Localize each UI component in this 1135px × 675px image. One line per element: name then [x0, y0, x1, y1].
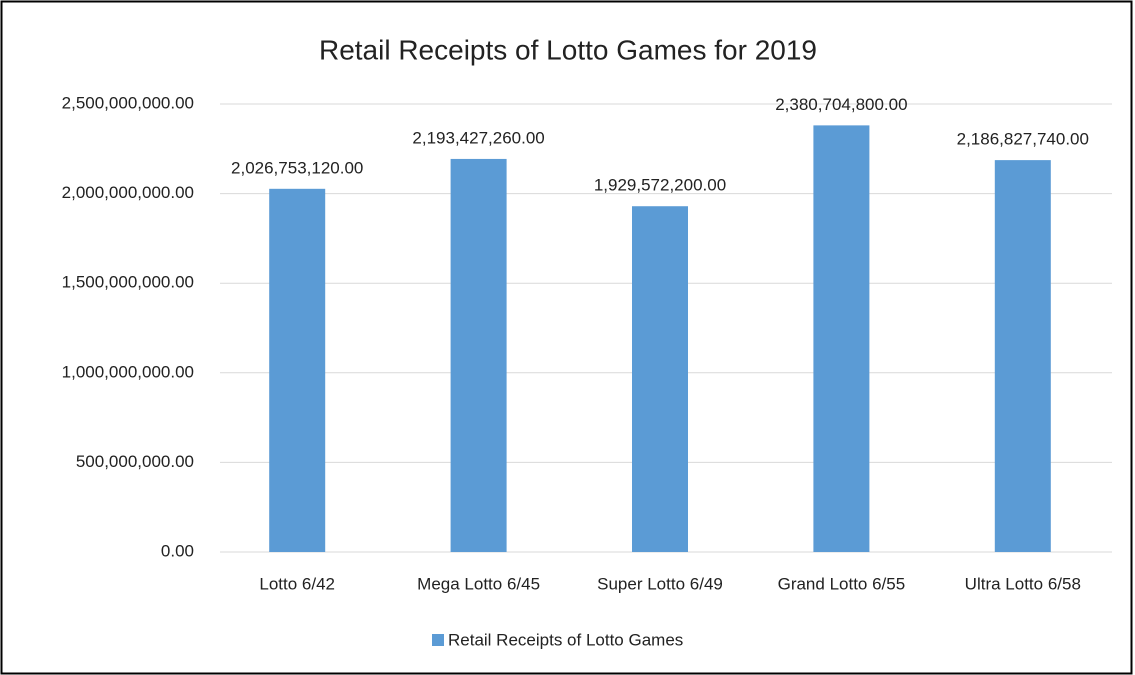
bar	[450, 158, 507, 552]
y-tick-label: 2,000,000,000.00	[62, 183, 194, 202]
data-label: 2,380,704,800.00	[775, 95, 907, 114]
y-tick-label: 2,500,000,000.00	[62, 93, 194, 112]
y-tick-label: 500,000,000.00	[76, 452, 194, 471]
bar	[269, 188, 326, 552]
bar	[632, 206, 688, 553]
data-label: 2,193,427,260.00	[412, 128, 544, 147]
x-tick-label: Super Lotto 6/49	[597, 574, 723, 593]
x-tick-label: Mega Lotto 6/45	[417, 574, 540, 593]
legend-swatch	[432, 634, 444, 646]
y-tick-label: 1,000,000,000.00	[62, 362, 194, 381]
data-label: 2,186,827,740.00	[957, 130, 1089, 149]
x-tick-label: Ultra Lotto 6/58	[965, 574, 1081, 593]
data-label: 2,026,753,120.00	[231, 158, 363, 177]
y-tick-label: 0.00	[161, 541, 194, 560]
legend-label: Retail Receipts of Lotto Games	[448, 630, 683, 649]
bar	[813, 125, 870, 553]
y-tick-label: 1,500,000,000.00	[62, 273, 194, 292]
bar	[994, 160, 1051, 552]
x-tick-label: Grand Lotto 6/55	[778, 574, 906, 593]
x-tick-label: Lotto 6/42	[259, 574, 335, 593]
chart-title: Retail Receipts of Lotto Games for 2019	[319, 34, 817, 65]
data-label: 1,929,572,200.00	[594, 176, 726, 195]
